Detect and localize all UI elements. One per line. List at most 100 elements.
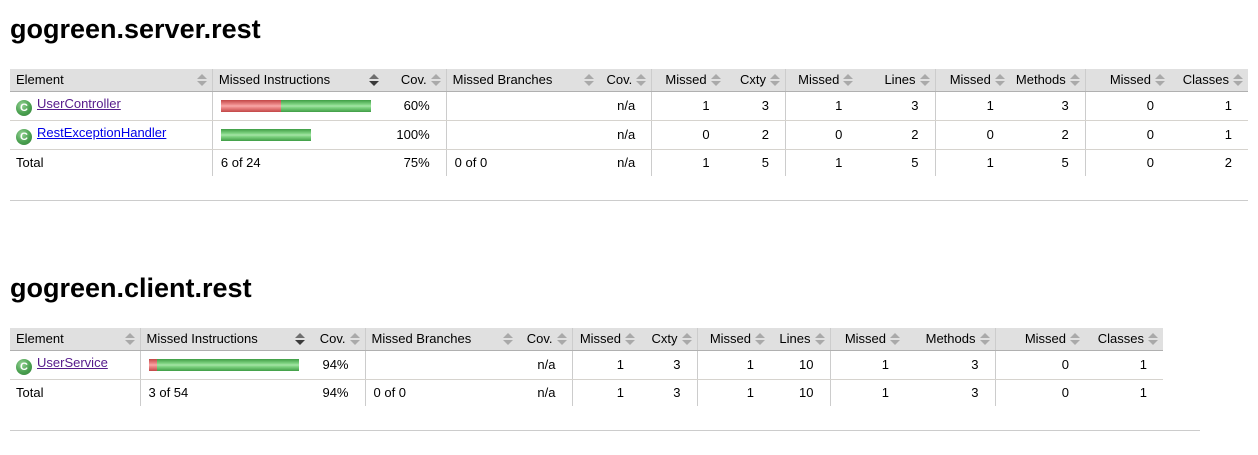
coverage-table-server: Element Missed Instructions Cov. Missed … xyxy=(10,69,1248,176)
sort-icon xyxy=(843,74,854,86)
col-header-missed-methods[interactable]: Missed xyxy=(934,69,1010,92)
cell-total-instructions: 3 of 54 xyxy=(139,379,310,406)
cell-element: C UserService xyxy=(10,350,140,380)
cell-total-label: Total xyxy=(16,155,44,170)
cell-total-missed-methods: 1 xyxy=(934,149,1010,176)
col-header-missed-classes[interactable]: Missed xyxy=(1084,69,1170,92)
sort-icon xyxy=(1233,74,1243,86)
class-icon: C xyxy=(16,129,32,145)
package-section-client: gogreen.client.rest Element Missed Instr… xyxy=(10,201,1248,431)
sort-icon xyxy=(919,74,930,86)
cell-lines: 3 xyxy=(858,91,936,121)
col-header-missed-instructions[interactable]: Missed Instructions xyxy=(211,69,385,92)
cell-classes: 1 xyxy=(1085,350,1163,380)
coverage-bar xyxy=(148,359,305,371)
cell-missed-classes: 0 xyxy=(1084,120,1170,150)
col-header-instruction-cov[interactable]: Cov. xyxy=(310,328,365,351)
cell-total-lines: 5 xyxy=(911,155,919,170)
cell-methods: 2 xyxy=(1009,120,1086,150)
cell-total-missed-classes: 0 xyxy=(994,379,1085,406)
class-icon: C xyxy=(16,359,32,375)
class-link[interactable]: UserController xyxy=(37,96,121,111)
col-header-methods[interactable]: Methods xyxy=(905,328,995,351)
col-header-branch-cov[interactable]: Cov. xyxy=(598,69,652,92)
cell-missed-classes: 0 xyxy=(1084,91,1170,121)
cell-instruction-cov: 100% xyxy=(384,120,447,150)
sort-icon xyxy=(636,74,647,86)
cell-branch-cov: n/a xyxy=(598,91,652,121)
col-header-instruction-cov[interactable]: Cov. xyxy=(384,69,447,92)
header-row: Element Missed Instructions Cov. Missed … xyxy=(10,328,1163,351)
col-header-missed-cxty[interactable]: Missed xyxy=(651,69,726,92)
col-header-missed-instructions[interactable]: Missed Instructions xyxy=(139,328,310,351)
cell-branch-bar xyxy=(445,91,599,121)
col-header-cxty[interactable]: Cxty xyxy=(640,328,697,351)
cell-element: C RestExceptionHandler xyxy=(10,120,213,150)
col-header-lines[interactable]: Lines xyxy=(770,328,830,351)
sort-icon xyxy=(769,74,780,86)
cell-total-branch-cov: n/a xyxy=(617,155,636,170)
cell-element: C UserController xyxy=(10,91,213,121)
sort-icon xyxy=(349,333,360,345)
col-header-element[interactable]: Element xyxy=(10,69,213,92)
col-header-classes[interactable]: Classes xyxy=(1085,328,1163,351)
col-header-branch-cov[interactable]: Cov. xyxy=(518,328,572,351)
cell-total-branches: 0 of 0 xyxy=(364,379,518,406)
cell-lines: 10 xyxy=(770,350,830,380)
cell-classes: 1 xyxy=(1170,91,1248,121)
col-header-missed-lines[interactable]: Missed xyxy=(696,328,770,351)
cell-branch-bar xyxy=(364,350,518,380)
cell-missed-lines: 0 xyxy=(784,120,859,150)
covered-bar-segment xyxy=(280,100,371,112)
col-header-element[interactable]: Element xyxy=(10,328,140,351)
cell-instruction-bar xyxy=(211,91,385,121)
sort-icon xyxy=(1070,333,1080,345)
coverage-bar xyxy=(220,100,378,112)
cell-total-classes: 2 xyxy=(1224,155,1232,170)
cell-total-branch-cov: n/a xyxy=(537,385,556,400)
col-header-missed-classes[interactable]: Missed xyxy=(994,328,1085,351)
class-link[interactable]: UserService xyxy=(37,355,108,370)
col-header-lines[interactable]: Lines xyxy=(858,69,936,92)
cell-missed-cxty: 0 xyxy=(651,120,726,150)
sort-icon xyxy=(196,74,207,86)
col-header-missed-cxty[interactable]: Missed xyxy=(571,328,640,351)
cell-total-classes: 1 xyxy=(1139,385,1147,400)
total-row: Total 3 of 54 94% 0 of 0 n/a 1 3 1 10 1 … xyxy=(10,379,1163,406)
cell-total-lines: 10 xyxy=(799,385,814,400)
col-header-missed-branches[interactable]: Missed Branches xyxy=(445,69,599,92)
sort-icon xyxy=(681,333,692,345)
sort-icon xyxy=(430,74,441,86)
cell-missed-methods: 0 xyxy=(934,120,1010,150)
cell-branch-cov: n/a xyxy=(598,120,652,150)
sort-icon xyxy=(994,74,1005,86)
cell-missed-lines: 1 xyxy=(784,91,859,121)
col-header-cxty[interactable]: Cxty xyxy=(725,69,786,92)
covered-bar-segment xyxy=(220,129,311,141)
cell-instruction-cov: 60% xyxy=(384,91,447,121)
sort-icon xyxy=(979,333,990,345)
col-header-missed-methods[interactable]: Missed xyxy=(829,328,905,351)
coverage-table-client: Element Missed Instructions Cov. Missed … xyxy=(10,328,1163,406)
cell-lines: 2 xyxy=(858,120,936,150)
col-header-classes[interactable]: Classes xyxy=(1170,69,1248,92)
cell-instruction-bar xyxy=(139,350,310,380)
cell-total-instructions: 6 of 24 xyxy=(211,149,385,176)
cell-missed-methods: 1 xyxy=(829,350,905,380)
class-link[interactable]: RestExceptionHandler xyxy=(37,125,167,140)
sort-icon xyxy=(1155,74,1165,86)
cell-missed-classes: 0 xyxy=(994,350,1085,380)
sort-icon xyxy=(755,333,765,345)
col-header-missed-branches[interactable]: Missed Branches xyxy=(364,328,518,351)
cell-total-missed-cxty: 1 xyxy=(571,379,640,406)
sort-icon xyxy=(124,333,135,345)
cell-classes: 1 xyxy=(1170,120,1248,150)
covered-bar-segment xyxy=(156,359,299,371)
cell-total-branches: 0 of 0 xyxy=(445,149,599,176)
cell-methods: 3 xyxy=(1009,91,1086,121)
cell-cxty: 2 xyxy=(725,120,786,150)
col-header-methods[interactable]: Methods xyxy=(1009,69,1086,92)
cell-total-instruction-cov: 75% xyxy=(403,155,430,170)
cell-missed-lines: 1 xyxy=(696,350,770,380)
col-header-missed-lines[interactable]: Missed xyxy=(784,69,859,92)
